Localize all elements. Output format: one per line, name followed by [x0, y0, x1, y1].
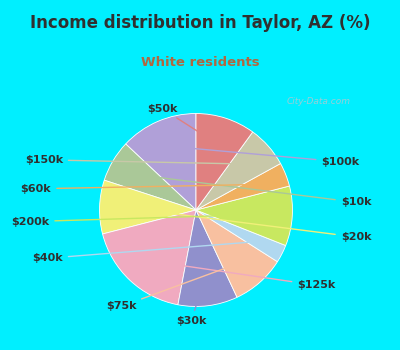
Text: $75k: $75k [106, 263, 239, 312]
Text: City-Data.com: City-Data.com [286, 97, 350, 106]
Text: $125k: $125k [151, 261, 336, 290]
Text: $50k: $50k [147, 104, 215, 142]
Text: $30k: $30k [176, 281, 206, 326]
Wedge shape [196, 132, 280, 210]
Text: $200k: $200k [11, 215, 262, 226]
Text: $10k: $10k [139, 175, 371, 207]
Wedge shape [100, 180, 196, 234]
Wedge shape [196, 210, 286, 262]
Wedge shape [104, 144, 196, 210]
Wedge shape [196, 210, 278, 297]
Wedge shape [196, 113, 253, 210]
Text: Income distribution in Taylor, AZ (%): Income distribution in Taylor, AZ (%) [30, 14, 370, 32]
Wedge shape [102, 210, 196, 305]
Wedge shape [196, 186, 292, 245]
Wedge shape [126, 113, 196, 210]
Text: White residents: White residents [141, 56, 259, 69]
Wedge shape [178, 210, 237, 307]
Text: $60k: $60k [21, 184, 258, 194]
Text: $100k: $100k [171, 147, 360, 167]
Text: $20k: $20k [129, 208, 371, 242]
Text: $150k: $150k [25, 155, 245, 165]
Text: $40k: $40k [32, 242, 255, 263]
Wedge shape [196, 163, 290, 210]
